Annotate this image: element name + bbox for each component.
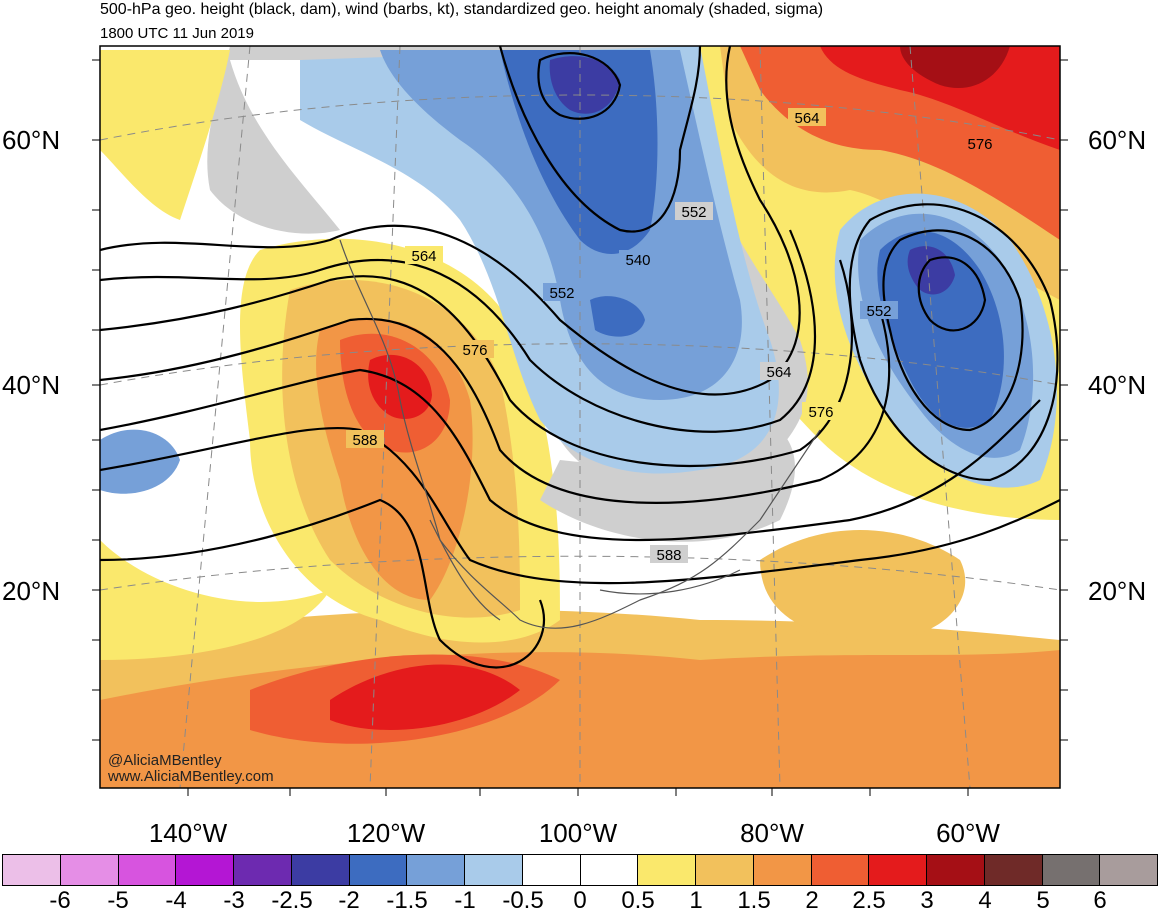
colorbar-label: -2 xyxy=(338,887,360,914)
lon-label-120w: 120°W xyxy=(346,818,426,848)
colorbar-swatch xyxy=(60,855,119,885)
colorbar-swatch xyxy=(291,855,350,885)
lat-label-20n-left: 20°N xyxy=(2,576,61,606)
anomaly-3 xyxy=(820,46,1060,150)
colorbar-swatch xyxy=(869,855,927,885)
contour-label: 540 xyxy=(625,252,650,269)
colorbar-swatch xyxy=(984,855,1043,885)
colorbar-label: -4 xyxy=(165,887,187,914)
lon-label-60w: 60°W xyxy=(936,818,1000,848)
colorbar-label: 2.5 xyxy=(852,887,886,914)
contour-label: 552 xyxy=(681,204,706,221)
colorbar-label: 1.5 xyxy=(737,887,771,914)
colorbar-label: -5 xyxy=(107,887,129,914)
colorbar-label: -2.5 xyxy=(271,887,313,914)
contour-label: 552 xyxy=(549,285,574,302)
contour-label: 588 xyxy=(656,547,681,564)
contour-label: 576 xyxy=(967,136,992,153)
lat-label-40n-right: 40°N xyxy=(1088,370,1147,400)
colorbar-swatch xyxy=(696,855,754,885)
colorbar xyxy=(2,854,1158,886)
anomaly--1.5 xyxy=(500,50,658,254)
anomaly-3 xyxy=(330,664,520,730)
anomaly-1 xyxy=(100,50,230,220)
colorbar-label: 3 xyxy=(920,887,934,914)
colorbar-label: 5 xyxy=(1036,887,1050,914)
contour-label: 564 xyxy=(411,248,436,265)
anomaly--2 xyxy=(549,56,620,114)
valid-time: 1800 UTC 11 Jun 2019 xyxy=(100,25,254,42)
colorbar-swatch xyxy=(3,855,61,885)
lon-label-100w: 100°W xyxy=(538,818,618,848)
contour-label: 588 xyxy=(352,432,377,449)
contour-label: 576 xyxy=(808,404,833,421)
lat-label-40n-left: 40°N xyxy=(2,370,61,400)
contour-label: 552 xyxy=(866,303,891,320)
anomaly--1.5 xyxy=(877,231,1004,428)
lon-label-80w: 80°W xyxy=(740,818,804,848)
colorbar-label: 0.5 xyxy=(621,887,655,914)
credit-website: www.AliciaMBentley.com xyxy=(108,768,274,785)
coastlines xyxy=(339,239,821,629)
colorbar-label: 1 xyxy=(689,887,703,914)
lon-label-140w: 140°W xyxy=(148,818,228,848)
contour-label: 564 xyxy=(766,364,791,381)
contour-labels: 564 576 588 552 540 552 564 576 588 564 … xyxy=(346,108,999,564)
colorbar-swatch xyxy=(465,855,523,885)
colorbar-swatch xyxy=(811,855,870,885)
frame-ticks xyxy=(92,59,1068,796)
anomaly-4 xyxy=(900,46,1010,89)
contour-label: 576 xyxy=(462,342,487,359)
colorbar-label: 4 xyxy=(978,887,992,914)
lat-label-60n-right: 60°N xyxy=(1088,125,1147,155)
credit-handle: @AliciaMBentley xyxy=(108,752,222,769)
colorbar-swatch xyxy=(118,855,177,885)
colorbar-swatch xyxy=(1100,855,1157,885)
colorbar-label: 2 xyxy=(805,887,819,914)
colorbar-swatch xyxy=(522,855,581,885)
colorbar-swatch xyxy=(1042,855,1101,885)
colorbar-swatch xyxy=(176,855,234,885)
anomaly-1 xyxy=(100,540,330,660)
map-title: 500-hPa geo. height (black, dam), wind (… xyxy=(100,1,824,18)
colorbar-swatch xyxy=(580,855,639,885)
height-contours xyxy=(100,46,1060,669)
colorbar-label: -0.5 xyxy=(502,887,544,914)
anomaly-1.5 xyxy=(760,530,966,640)
colorbar-label: -1.5 xyxy=(386,887,428,914)
anomaly-3 xyxy=(368,354,432,419)
colorbar-swatch xyxy=(753,855,812,885)
lat-label-60n-left: 60°N xyxy=(2,125,61,155)
colorbar-label: -6 xyxy=(49,887,71,914)
colorbar-swatch xyxy=(927,855,985,885)
colorbar-swatch xyxy=(638,855,696,885)
anomaly--1.5 xyxy=(590,296,645,337)
colorbar-label: -1 xyxy=(454,887,476,914)
colorbar-label: 0 xyxy=(573,887,587,914)
graticule xyxy=(100,46,1060,788)
lat-label-20n-right: 20°N xyxy=(1088,576,1147,606)
map-frame xyxy=(99,45,1061,789)
contour-label: 564 xyxy=(794,110,819,127)
colorbar-label: 6 xyxy=(1093,887,1107,914)
colorbar-swatch xyxy=(407,855,465,885)
colorbar-swatch xyxy=(349,855,408,885)
colorbar-label: -3 xyxy=(223,887,245,914)
colorbar-swatch xyxy=(234,855,292,885)
